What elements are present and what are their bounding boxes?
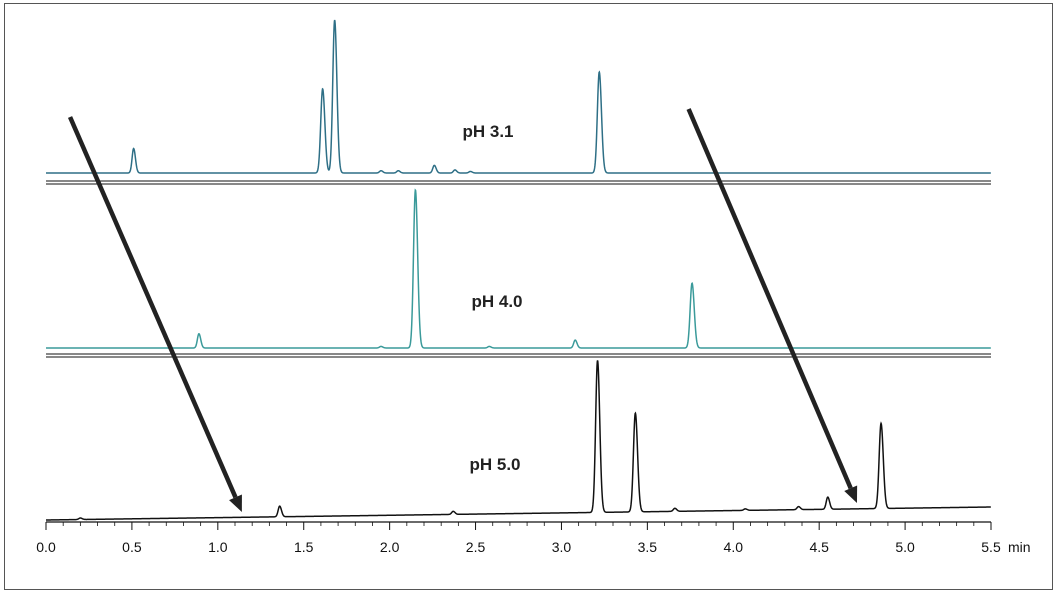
- x-tick-label: 0.5: [122, 539, 142, 555]
- x-tick-label: 1.0: [208, 539, 228, 555]
- traces: [46, 19, 991, 521]
- x-axis: 0.0 0.5 1.0 1.5 2.0 2.5 3.0 3.5 4.0 4.5 5.0 5.5: [36, 521, 1001, 555]
- x-tick-label: 1.5: [294, 539, 314, 555]
- x-tick-label: 5.0: [895, 539, 915, 555]
- x-tick-label: 2.5: [466, 539, 486, 555]
- trace-labels: pH 3.1 pH 4.0 pH 5.0: [462, 122, 522, 474]
- trace-line: [46, 19, 991, 174]
- x-tick-label: 3.5: [638, 539, 658, 555]
- trace-label: pH 5.0: [469, 455, 520, 474]
- shift-arrows: [67, 108, 858, 512]
- arrow-head: [229, 494, 242, 512]
- x-tick-label: 2.0: [380, 539, 400, 555]
- trace-line: [46, 188, 991, 349]
- figure-frame: [4, 3, 1053, 590]
- arrow-head: [844, 485, 858, 503]
- x-tick-label: 0.0: [36, 539, 56, 555]
- trace-label: pH 3.1: [462, 122, 513, 141]
- trace-line: [46, 360, 991, 521]
- trace-label: pH 4.0: [471, 292, 522, 311]
- x-axis-unit: min: [1008, 539, 1031, 555]
- x-tick-label: 4.0: [724, 539, 744, 555]
- x-tick-label: 5.5: [981, 539, 1001, 555]
- x-tick-label: 3.0: [552, 539, 572, 555]
- panel-dividers: [46, 180, 991, 358]
- x-tick-label: 4.5: [809, 539, 829, 555]
- arrow-shaft: [686, 108, 853, 490]
- arrow-shaft: [67, 116, 238, 499]
